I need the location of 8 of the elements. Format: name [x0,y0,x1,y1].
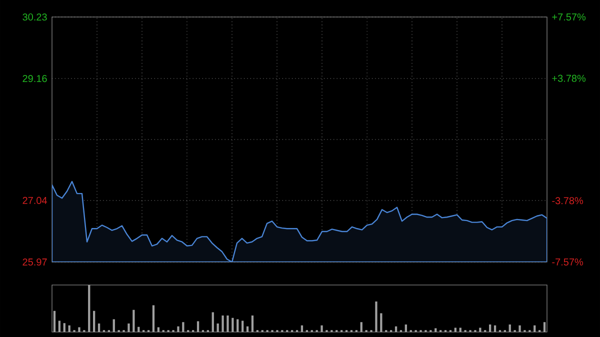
y2-tick-label: +7.57% [552,13,586,21]
y-tick-label: 27.04 [22,196,47,204]
y-tick-label: 30.23 [22,13,47,21]
y2-tick-label: -7.57% [552,258,584,266]
y2-tick-label: -3.78% [552,197,584,204]
y2-tick-label: +3.78% [552,74,586,82]
y-tick-label: 29.16 [22,74,47,82]
y-tick-label: 25.97 [22,258,47,266]
